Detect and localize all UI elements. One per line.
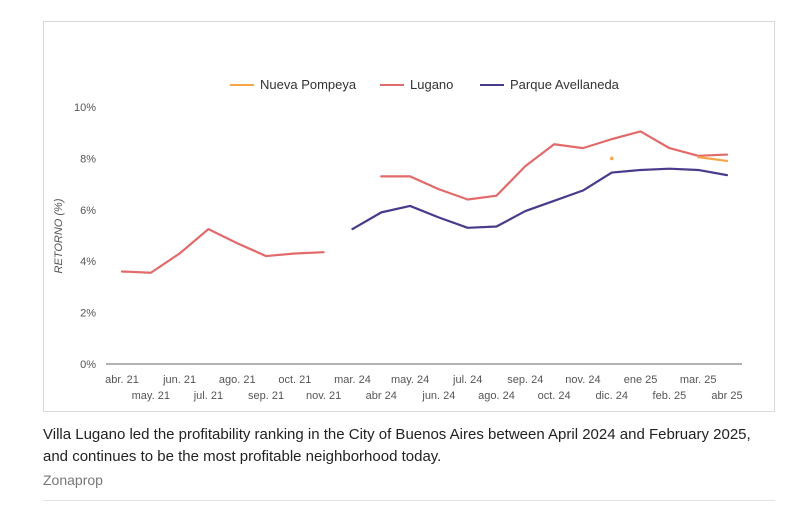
y-tick-label: 2% [80,308,96,320]
x-tick-label: abr 25 [711,390,742,402]
x-tick-label: jun. 21 [162,374,196,386]
series-line-segment [351,167,729,231]
x-tick-label: jul. 24 [452,374,482,386]
series-point [609,156,614,161]
x-tick-label: feb. 25 [653,390,687,402]
y-tick-label: 6% [80,205,96,217]
figure-credit: Zonaprop [43,472,103,488]
x-tick-label: sep. 24 [507,374,543,386]
bottom-divider [43,500,775,501]
series-parque-avellaneda [351,167,729,231]
x-axis-ticks: abr. 21 may. 21 jun. 21 jul. 21 ago. 21 sep. … [105,374,742,402]
x-tick-label: mar. 24 [334,374,371,386]
chart-axes: 0% 2% 4% 6% 8% 10% [74,102,742,371]
x-tick-label: ene 25 [624,374,658,386]
chart-legend: Nueva Pompeya Lugano Parque Avellaneda [230,77,620,92]
x-tick-label: abr. 21 [105,374,139,386]
x-tick-label: oct. 21 [278,374,311,386]
y-tick-label: 0% [80,359,96,371]
series-nueva-pompeya [609,156,729,163]
x-tick-label: may. 24 [391,374,429,386]
y-tick-label: 10% [74,102,96,114]
x-tick-label: mar. 25 [680,374,717,386]
x-tick-label: oct. 24 [538,390,571,402]
y-tick-label: 8% [80,153,96,165]
legend-item: Nueva Pompeya [230,77,357,92]
line-chart: Nueva Pompeya Lugano Parque Avellaneda 0% 2… [53,77,743,402]
legend-item: Lugano [380,77,453,92]
x-tick-label: nov. 24 [565,374,600,386]
y-tick-label: 4% [80,256,96,268]
y-axis-title: RETORNO (%) [53,198,65,273]
series-line-segment [380,130,729,201]
series-line-segment [697,156,729,163]
figure-caption: Villa Lugano led the profitability ranki… [43,426,751,465]
chart-series [120,130,729,274]
legend-item: Parque Avellaneda [480,77,620,92]
x-tick-label: nov. 21 [306,390,341,402]
x-tick-label: may. 21 [132,390,170,402]
x-tick-label: jul. 21 [193,390,223,402]
series-lugano [120,130,729,274]
chart-frame [43,21,775,412]
legend-label: Lugano [410,77,453,92]
x-tick-label: sep. 21 [248,390,284,402]
x-tick-label: dic. 24 [596,390,628,402]
x-tick-label: jun. 24 [421,390,455,402]
series-line-segment [120,227,325,274]
x-tick-label: ago. 21 [219,374,256,386]
legend-label: Nueva Pompeya [260,77,357,92]
legend-label: Parque Avellaneda [510,77,620,92]
x-tick-label: ago. 24 [478,390,515,402]
x-tick-label: abr 24 [366,390,397,402]
